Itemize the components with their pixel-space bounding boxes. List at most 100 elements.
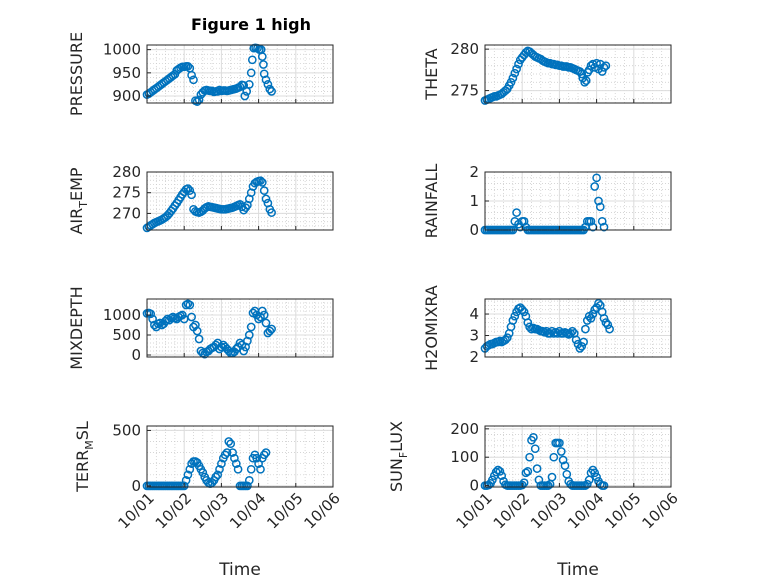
data-point	[257, 178, 267, 187]
y-tick-label: 275	[112, 184, 141, 202]
y-tick-label: 900	[112, 87, 141, 105]
y-tick-label: 2	[469, 348, 479, 366]
x-tick-label: 10/05	[263, 489, 306, 532]
data-point	[510, 311, 520, 321]
data-point	[525, 452, 534, 462]
y-tick-label: 280	[112, 163, 141, 181]
data-point	[261, 318, 271, 328]
data-point	[566, 329, 575, 338]
data-point	[577, 69, 587, 79]
data-point	[192, 97, 202, 106]
data-point	[267, 324, 276, 334]
data-point	[241, 342, 250, 352]
figure-title: Figure 1 high	[191, 15, 311, 34]
data-point	[247, 55, 257, 65]
axes-frame	[146, 425, 334, 488]
data-point	[523, 318, 533, 327]
data-point	[244, 80, 254, 89]
data-point	[523, 467, 533, 476]
data-point	[181, 300, 191, 310]
data-point	[601, 61, 611, 71]
subplot-air-temp: 270 275 280 AIRTEMP	[67, 163, 334, 235]
data-point	[497, 471, 507, 481]
data-point	[543, 481, 553, 490]
data-point	[502, 333, 512, 343]
data-point	[556, 447, 566, 456]
data-point	[259, 450, 269, 460]
subplot-pressure: 900 950 1000 PRESSURE	[67, 32, 334, 116]
y-tick-label: 0	[131, 477, 141, 495]
data-point	[233, 464, 243, 474]
data-point	[579, 337, 588, 347]
data-point	[246, 464, 256, 474]
data-point	[215, 464, 224, 474]
data-point	[515, 222, 525, 232]
data-point	[517, 305, 527, 315]
data-point	[228, 448, 237, 457]
data-point	[521, 48, 531, 57]
data-point	[521, 468, 531, 478]
data-point	[590, 305, 600, 315]
y-tick-label: 1	[469, 192, 479, 210]
data-point	[558, 455, 568, 465]
y-tick-label: 0	[469, 477, 479, 495]
data-point	[581, 324, 590, 334]
data-point	[179, 481, 189, 491]
data-point	[512, 64, 521, 74]
y-tick-label: 2	[469, 163, 479, 181]
data-point	[191, 320, 200, 330]
data-point	[189, 75, 198, 85]
data-point	[512, 208, 521, 217]
data-point	[181, 475, 191, 485]
data-point	[267, 208, 276, 217]
data-point	[590, 182, 600, 191]
data-point	[586, 313, 596, 323]
data-point	[560, 461, 570, 471]
data-point	[532, 464, 542, 473]
x-tick-label: 10/04	[226, 489, 269, 532]
y-tick-label: 0	[131, 346, 141, 364]
data-point	[599, 63, 609, 72]
y-tick-label: 275	[450, 82, 479, 100]
data-point	[599, 481, 609, 490]
data-point	[594, 196, 603, 206]
data-point	[259, 310, 269, 320]
y-axis-label: TERRMSL	[73, 421, 96, 493]
data-point	[230, 453, 239, 463]
data-point	[595, 202, 605, 212]
y-tick-label: 4	[469, 305, 479, 323]
data-point	[185, 464, 195, 474]
data-point	[259, 69, 269, 79]
data-point	[495, 467, 505, 476]
data-point	[510, 68, 520, 78]
data-point	[590, 468, 600, 478]
data-point	[508, 73, 518, 83]
data-point	[243, 481, 252, 491]
data-point	[187, 70, 196, 80]
data-point	[263, 80, 273, 89]
data-point	[592, 472, 601, 482]
data-point	[198, 468, 208, 477]
data-point	[519, 216, 529, 226]
x-tick-label: 10/03	[527, 489, 570, 532]
data-point	[488, 475, 497, 485]
data-point	[213, 470, 223, 480]
data-point	[575, 344, 585, 353]
data-point	[519, 307, 529, 317]
data-point	[508, 316, 518, 325]
data-point	[244, 475, 254, 485]
data-point	[592, 173, 601, 183]
data-point	[254, 314, 263, 324]
y-tick-label: 1000	[103, 41, 141, 59]
data-point	[586, 216, 596, 226]
data-point	[517, 480, 527, 490]
axes-frame	[484, 298, 672, 358]
data-point	[588, 309, 598, 319]
subplot-h2omixra: 2 3 4 H2OMIXRA	[422, 285, 672, 371]
data-point	[580, 77, 590, 87]
data-point	[259, 186, 269, 195]
data-point	[183, 61, 193, 71]
y-axis-label: SUNFLUX	[387, 421, 410, 492]
y-tick-label: 500	[112, 326, 141, 344]
